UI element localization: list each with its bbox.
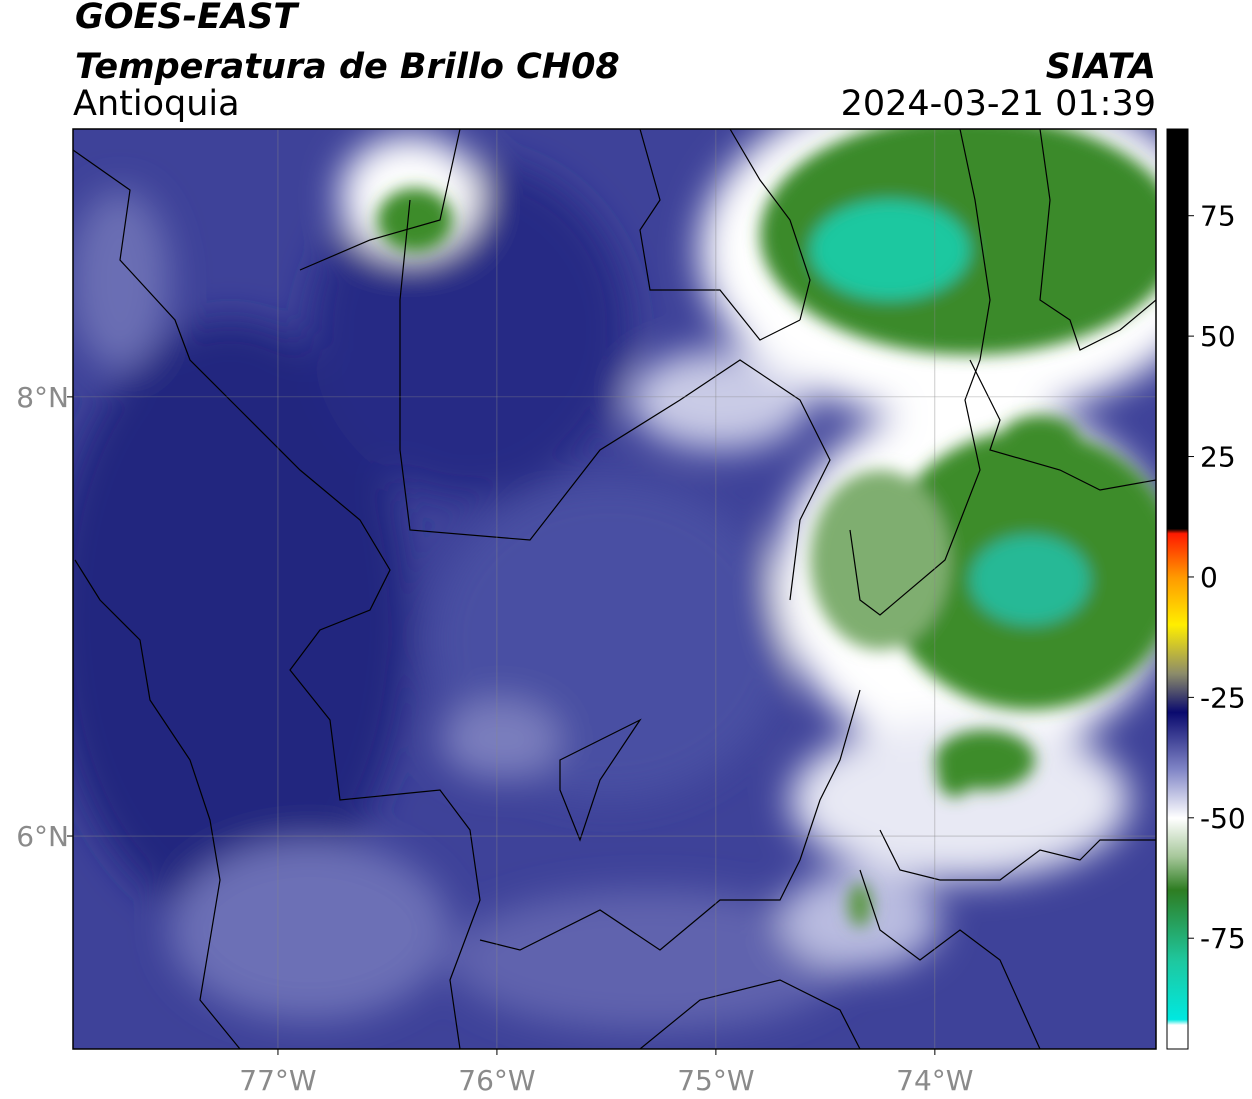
imagery bbox=[73, 129, 1156, 1049]
borders bbox=[73, 129, 1156, 1049]
lat-tick-label: 8°N bbox=[16, 381, 69, 414]
lon-tick-label: 74°W bbox=[896, 1064, 973, 1097]
region: Antioquia bbox=[73, 84, 240, 124]
map-frame bbox=[72, 128, 1157, 1050]
colorbar-tick-label: 25 bbox=[1200, 441, 1236, 474]
title: GOES-EAST bbox=[75, 0, 300, 37]
lon-tick-label: 77°W bbox=[239, 1064, 316, 1097]
colorbar-tick-label: 75 bbox=[1200, 200, 1236, 233]
colorbar-tick-label: -50 bbox=[1200, 802, 1246, 835]
colorbar-tick-label: 0 bbox=[1200, 561, 1218, 594]
lat-tick-label: 6°N bbox=[16, 820, 69, 853]
timestamp: 2024-03-21 01:39 bbox=[841, 84, 1156, 124]
colorbar-tick-label: -75 bbox=[1200, 922, 1246, 955]
colorbar bbox=[1166, 128, 1189, 1050]
colorbar-tick-label: -25 bbox=[1200, 681, 1246, 714]
colorbar-tick-label: 50 bbox=[1200, 320, 1236, 353]
lon-tick-label: 76°W bbox=[458, 1064, 535, 1097]
subtitle: Temperatura de Brillo CH08 bbox=[75, 47, 620, 87]
lon-tick-label: 75°W bbox=[677, 1064, 754, 1097]
graticule bbox=[73, 129, 1156, 1049]
source: SIATA bbox=[1046, 47, 1156, 87]
